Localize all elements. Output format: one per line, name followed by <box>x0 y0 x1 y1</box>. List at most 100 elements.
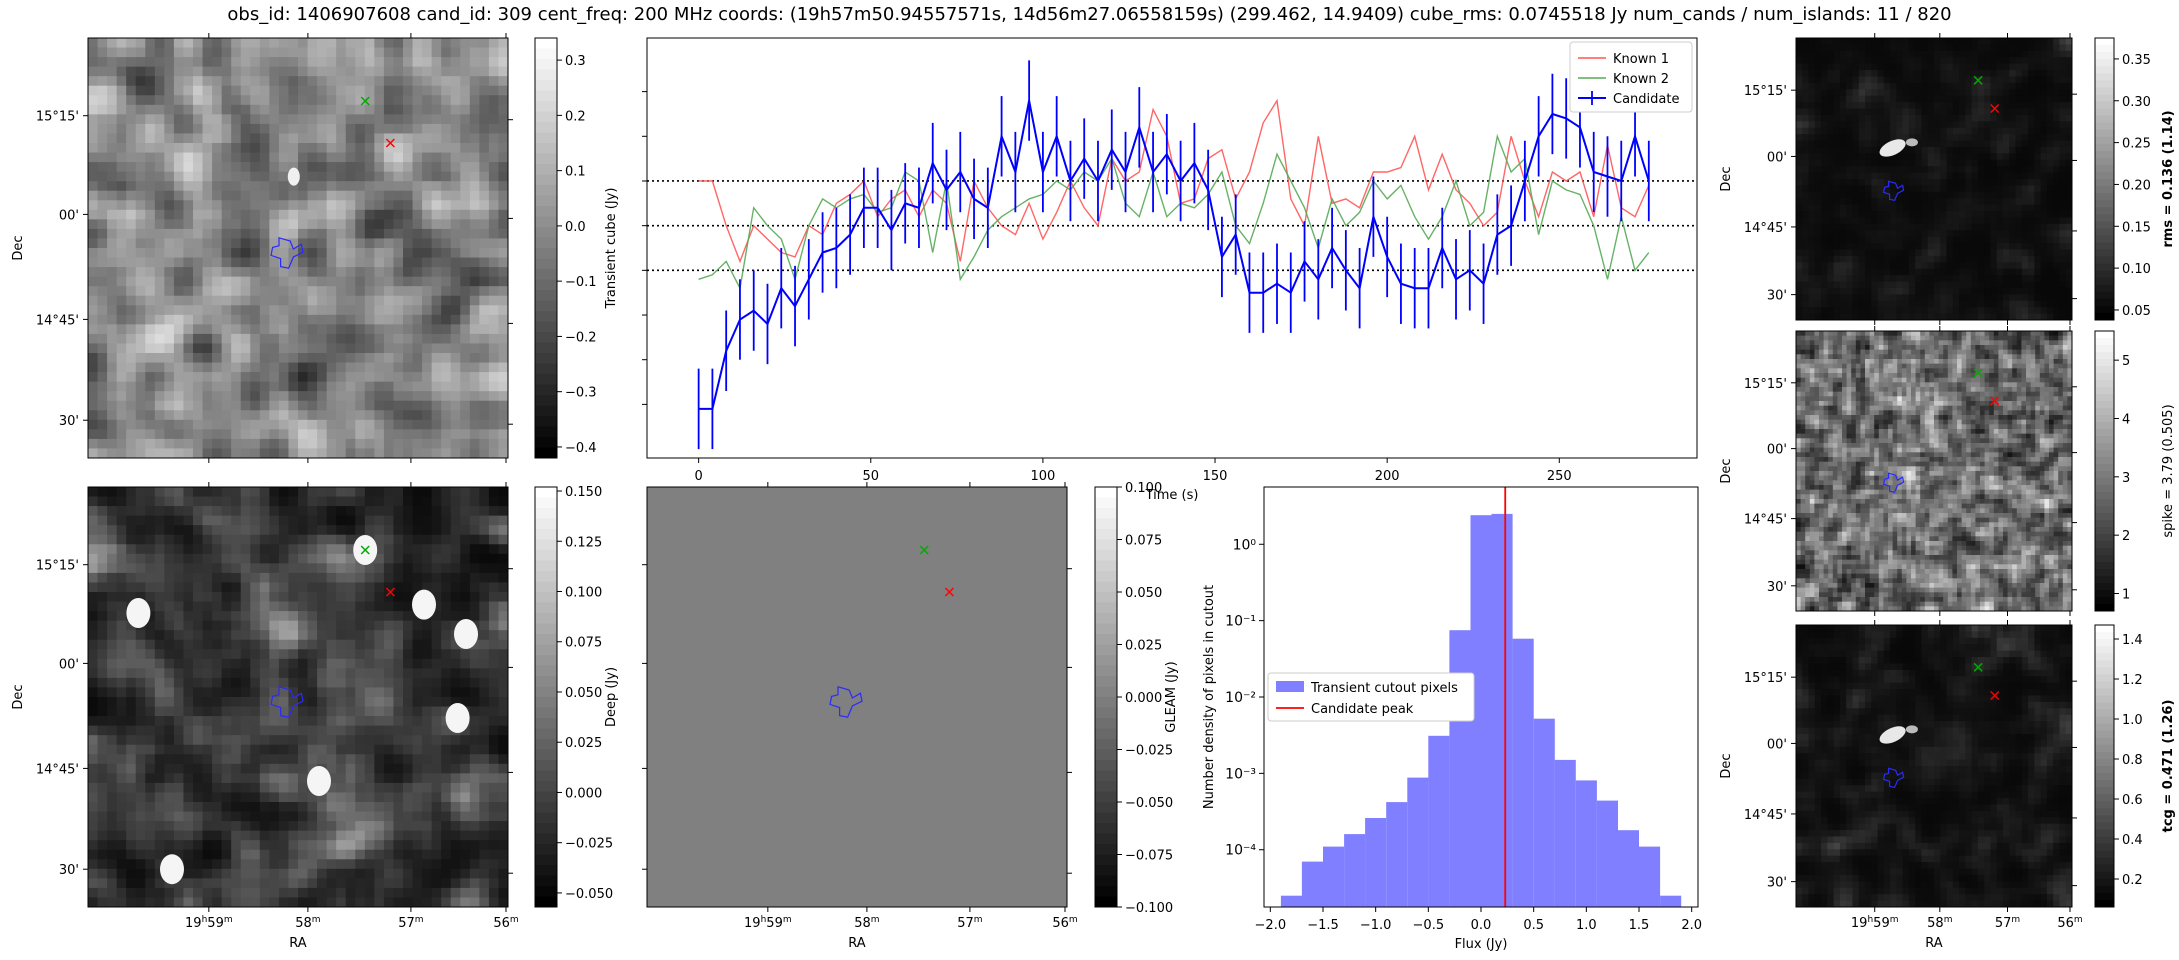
image-pixel <box>364 487 375 497</box>
image-pixel <box>460 267 471 278</box>
image-pixel <box>135 630 146 641</box>
image-pixel <box>355 687 366 698</box>
image-pixel <box>116 601 127 612</box>
image-pixel <box>1846 114 1853 122</box>
image-pixel <box>183 706 194 717</box>
image-pixel <box>269 897 280 908</box>
image-pixel <box>307 582 318 593</box>
image-pixel <box>1915 82 1922 90</box>
image-pixel <box>441 238 452 249</box>
image-pixel <box>288 343 299 354</box>
image-pixel <box>355 677 366 688</box>
image-pixel <box>412 763 423 774</box>
image-pixel <box>422 763 433 774</box>
image-pixel <box>1827 70 1835 77</box>
image-pixel <box>441 496 452 507</box>
image-pixel <box>164 515 175 526</box>
image-pixel <box>116 811 127 822</box>
image-pixel <box>1971 95 1979 103</box>
image-pixel <box>250 238 261 249</box>
image-pixel <box>393 830 404 841</box>
image-pixel <box>88 286 98 297</box>
colorbar-frame <box>534 37 558 459</box>
image-pixel <box>202 496 213 507</box>
image-pixel <box>403 429 413 440</box>
colorbar-step <box>535 206 557 217</box>
image-pixel <box>231 305 242 316</box>
colorbar-step <box>1095 728 1117 740</box>
image-pixel <box>1971 57 1979 65</box>
image-pixel <box>97 697 108 707</box>
image-pixel <box>107 47 118 58</box>
image-pixel <box>126 314 137 325</box>
image-pixel <box>97 773 108 784</box>
image-pixel <box>364 353 375 363</box>
image-pixel <box>116 849 127 860</box>
image-pixel <box>107 400 118 411</box>
image-pixel <box>288 821 299 832</box>
colorbar-step <box>1095 886 1117 897</box>
image-pixel <box>469 324 480 335</box>
colorbar-step <box>535 875 557 887</box>
image-pixel <box>488 534 499 545</box>
image-pixel <box>212 821 223 832</box>
image-pixel <box>326 506 337 517</box>
image-pixel <box>1971 146 1979 154</box>
image-pixel <box>498 782 509 793</box>
image-pixel <box>193 601 203 612</box>
image-pixel <box>116 754 127 765</box>
image-pixel <box>135 333 146 344</box>
image-pixel <box>355 419 366 430</box>
image-pixel <box>412 496 423 507</box>
image-pixel <box>1977 82 1985 90</box>
image-pixel <box>97 267 108 278</box>
image-pixel <box>183 353 194 363</box>
image-pixel <box>97 840 108 851</box>
image-pixel <box>1827 57 1835 65</box>
image-pixel <box>364 601 375 612</box>
image-pixel <box>431 372 442 383</box>
image-pixel <box>498 830 509 841</box>
image-pixel <box>288 305 299 316</box>
image-pixel <box>97 811 108 822</box>
image-pixel <box>135 553 146 564</box>
image-pixel <box>431 38 442 48</box>
image-pixel <box>364 123 375 134</box>
image-pixel <box>1852 50 1860 58</box>
image-pixel <box>2065 38 2073 45</box>
image-pixel <box>107 773 118 784</box>
image-pixel <box>1796 146 1803 154</box>
image-pixel <box>1871 57 1878 65</box>
image-pixel <box>97 868 108 879</box>
image-pixel <box>412 181 423 192</box>
image-pixel <box>221 534 232 545</box>
image-pixel <box>2059 114 2067 122</box>
image-pixel <box>450 190 461 201</box>
image-pixel <box>460 123 471 134</box>
image-pixel <box>154 57 165 68</box>
image-pixel <box>2059 89 2067 97</box>
image-pixel <box>393 534 404 545</box>
image-pixel <box>345 324 356 335</box>
image-pixel <box>193 496 203 507</box>
image-pixel <box>469 248 480 258</box>
image-pixel <box>1984 95 1991 103</box>
image-pixel <box>469 219 480 230</box>
image-pixel <box>1952 114 1960 122</box>
image-pixel <box>107 649 118 660</box>
image-pixel <box>488 725 499 736</box>
image-pixel <box>154 572 165 583</box>
image-pixel <box>250 553 261 564</box>
image-pixel <box>116 228 127 239</box>
image-pixel <box>336 305 347 316</box>
image-pixel <box>164 248 175 258</box>
colorbar-step <box>535 111 557 123</box>
image-pixel <box>441 219 452 230</box>
image-pixel <box>498 601 509 612</box>
image-pixel <box>441 773 452 784</box>
image-pixel <box>1890 127 1897 135</box>
image-pixel <box>412 400 423 411</box>
image-pixel <box>88 57 98 68</box>
image-pixel <box>107 267 118 278</box>
image-pixel <box>250 267 261 278</box>
